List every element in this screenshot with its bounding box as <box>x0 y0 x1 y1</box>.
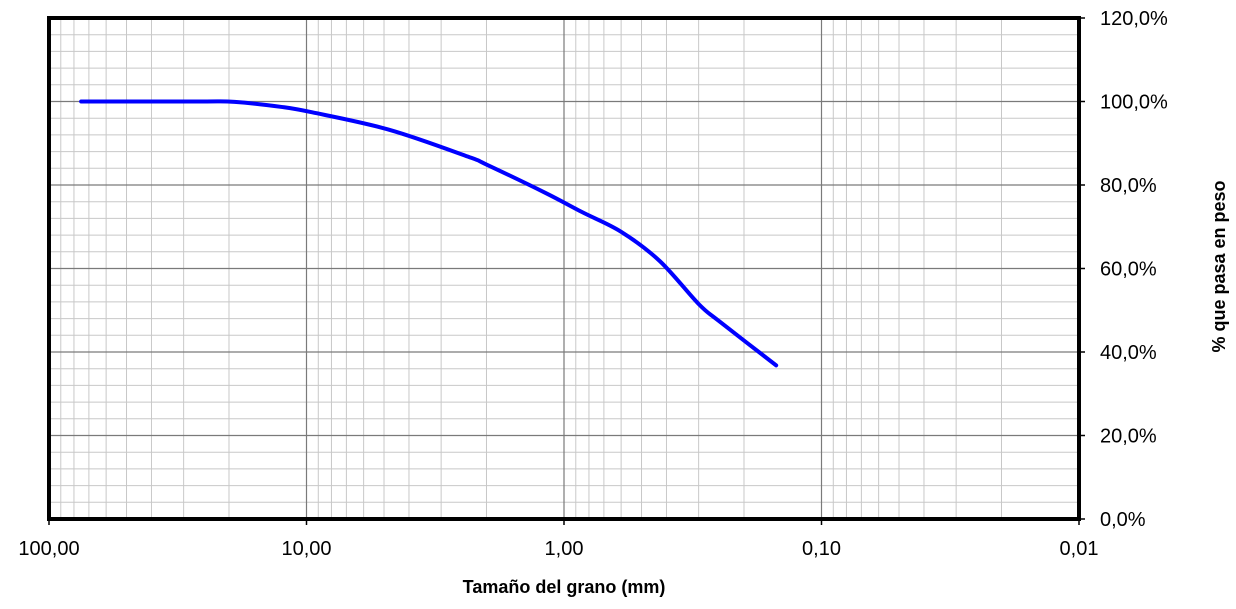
x-tick-label: 0,10 <box>802 538 841 560</box>
y-axis-ticks: 0,0% 20,0% 40,0% 60,0% 80,0% 100,0% 120,0% <box>1079 8 1168 531</box>
x-tick-label: 0,01 <box>1060 538 1099 560</box>
x-axis-ticks: 100,00 10,00 1,00 0,10 0,01 <box>18 519 1098 560</box>
y-tick-label: 120,0% <box>1100 8 1168 30</box>
series-line-0 <box>79 99 779 368</box>
y-tick-label: 40,0% <box>1100 342 1157 364</box>
series-layer <box>79 99 779 368</box>
major-gridlines <box>49 17 1079 520</box>
x-tick-label: 1,00 <box>545 538 584 560</box>
y-tick-label: 60,0% <box>1100 259 1157 281</box>
x-axis-title: Tamaño del grano (mm) <box>463 577 666 597</box>
x-tick-label: 100,00 <box>18 538 79 560</box>
x-tick-label: 10,00 <box>281 538 331 560</box>
y-axis-title: % que pasa en peso <box>1209 180 1229 352</box>
y-tick-label: 0,0% <box>1100 509 1146 531</box>
y-tick-label: 80,0% <box>1100 175 1157 197</box>
y-tick-label: 20,0% <box>1100 426 1157 448</box>
y-tick-label: 100,0% <box>1100 92 1168 114</box>
